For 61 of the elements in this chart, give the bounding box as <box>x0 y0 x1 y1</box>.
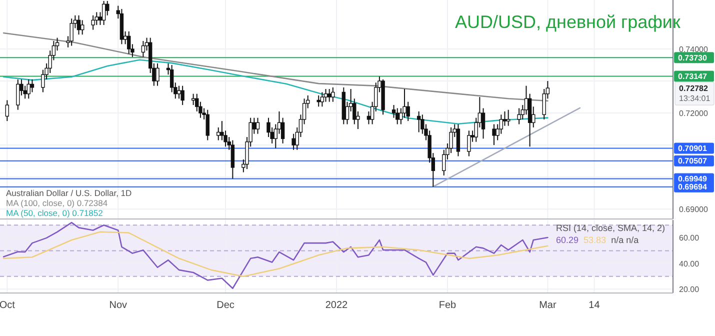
candlestick <box>366 110 371 125</box>
y-tick-label: 60.00 <box>679 234 700 243</box>
x-tick-label: Feb <box>438 300 457 311</box>
text: MA (50, close, 0) 0.71852 <box>6 208 104 218</box>
ref-line-label: 0.69694 <box>678 182 708 192</box>
candlestick <box>324 88 328 102</box>
candlestick <box>156 62 160 86</box>
candlestick <box>230 140 235 180</box>
line-series <box>2 222 548 290</box>
x-tick-label: Nov <box>109 300 128 311</box>
y-tick-label: 0.72000 <box>679 108 708 118</box>
ref-line-label: 0.69949 <box>678 174 708 184</box>
y-tick-label: 0.69000 <box>679 204 708 214</box>
candlestick <box>506 109 510 126</box>
x-tick-label: Mar <box>539 300 557 311</box>
text: 0.72782 <box>679 84 708 94</box>
candlestick <box>456 124 460 157</box>
candlestick <box>91 14 95 30</box>
ref-line-label: 0.70901 <box>678 144 708 154</box>
candlestick <box>216 126 220 141</box>
candlestick <box>141 40 146 58</box>
ref-line-label: 0.73147 <box>678 72 708 82</box>
legend-title: Australian Dollar / U.S. Dollar, 1D <box>6 188 132 198</box>
x-tick-label: Dec <box>216 300 234 311</box>
candlestick <box>396 108 400 125</box>
x-tick-label: Oct <box>0 300 16 311</box>
candlestick <box>76 14 81 36</box>
x-tick-label: 2022 <box>325 300 348 311</box>
series-label: 60.29 <box>556 235 579 245</box>
candlestick <box>292 133 296 150</box>
candlestick <box>502 110 507 126</box>
candlestick <box>127 30 131 54</box>
ref-line-label: 0.73730 <box>678 53 708 62</box>
y-tick-label: 0.74000 <box>679 44 708 54</box>
ref-line-label: 0.70507 <box>678 156 708 166</box>
candlestick <box>416 110 421 133</box>
candlestick <box>30 78 34 93</box>
candlestick <box>206 109 210 141</box>
annotation: n/a n/a <box>611 235 639 245</box>
text: MA (100, close, 0) 0.72384 <box>6 198 108 208</box>
candlestick <box>80 20 84 36</box>
candlestick <box>16 78 20 110</box>
candlestick <box>492 124 496 146</box>
candlestick <box>327 88 332 102</box>
y-tick-label: 20.00 <box>679 284 700 294</box>
legend-title: RSI (14, close, SMA, 14, 2) <box>556 223 666 233</box>
candlestick <box>26 78 30 100</box>
line-series <box>2 32 548 102</box>
text: 13:34:01 <box>679 94 711 104</box>
x-tick-label: 14 <box>588 300 600 311</box>
candlestick <box>70 18 74 46</box>
candlestick <box>467 130 471 157</box>
candlestick <box>5 100 10 122</box>
candlestick <box>180 85 184 106</box>
text: 53.83 <box>584 235 606 245</box>
line-series <box>2 231 548 277</box>
y-tick-label: 40.00 <box>679 259 700 268</box>
candlestick <box>331 86 335 102</box>
candlestick <box>256 117 260 134</box>
candlestick <box>517 108 521 125</box>
candlestick <box>320 92 324 108</box>
